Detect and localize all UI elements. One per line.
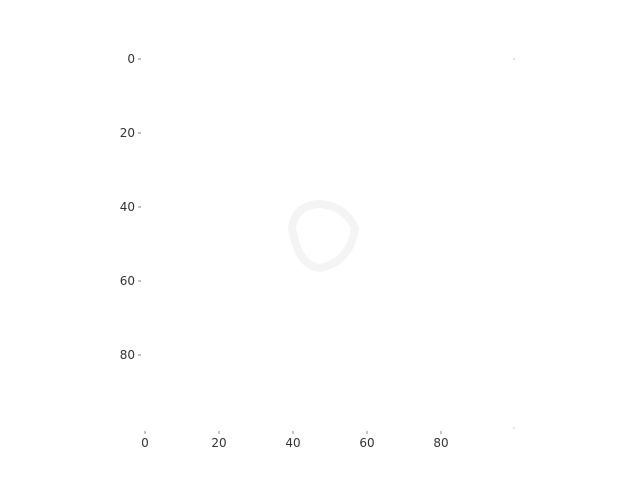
x-axis-ticks: 0 20 40 60 80 [141,431,449,450]
y-tick-label: 80 [120,348,135,362]
y-tick-label: 40 [120,200,135,214]
plot-area [145,59,515,429]
y-tick-label: 60 [120,274,135,288]
faint-image-feature [288,199,360,273]
y-axis-ticks: 0 20 40 60 80 [120,52,141,362]
y-tick-label: 0 [127,52,135,66]
x-tick-label: 20 [211,436,226,450]
plot-corner-marker-bottom-right [513,427,515,429]
y-tick-label: 20 [120,126,135,140]
x-tick-label: 0 [141,436,149,450]
x-tick-label: 60 [359,436,374,450]
x-tick-label: 40 [285,436,300,450]
plot-corner-marker-top-right [513,58,515,60]
x-tick-label: 80 [433,436,448,450]
